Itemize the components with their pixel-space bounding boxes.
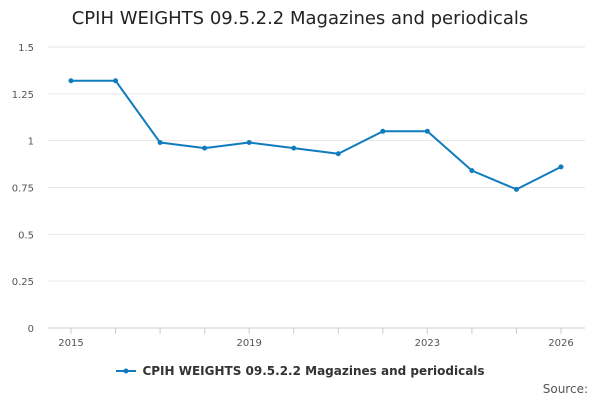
x-tick-label: 2023 — [415, 338, 440, 349]
data-point — [157, 140, 163, 146]
data-point — [469, 168, 475, 174]
y-tick-label: 0.25 — [12, 277, 34, 288]
y-tick-label: 0 — [28, 324, 34, 335]
series-line — [71, 79, 562, 191]
y-tick-label: 1.25 — [12, 90, 34, 101]
gridlines — [48, 46, 585, 282]
y-tick-label: 1.5 — [18, 43, 34, 54]
data-point — [558, 164, 564, 170]
series-layer — [68, 78, 564, 192]
data-point — [513, 186, 519, 192]
source-label: Source: — [542, 382, 588, 396]
data-point — [246, 140, 252, 146]
y-tick-label: 0.5 — [18, 230, 34, 241]
data-point — [380, 128, 386, 134]
x-tick-label: 2019 — [236, 338, 261, 349]
x-axis: 2015 2019 2023 2026 — [48, 327, 585, 349]
data-point — [202, 145, 208, 151]
data-point — [113, 78, 119, 84]
data-point — [424, 128, 430, 134]
x-tick-label: 2026 — [548, 338, 573, 349]
data-point — [335, 151, 341, 157]
legend-swatch — [116, 368, 137, 374]
x-tick-label: 2015 — [58, 338, 83, 349]
legend-label: CPIH WEIGHTS 09.5.2.2 Magazines and peri… — [142, 364, 485, 378]
y-tick-label: 0.75 — [12, 184, 34, 195]
y-tick-label: 1 — [28, 137, 34, 148]
data-point — [291, 145, 297, 151]
y-axis-ticks: 0 0.25 0.5 0.75 1 1.25 1.5 — [12, 43, 34, 335]
legend[interactable]: CPIH WEIGHTS 09.5.2.2 Magazines and peri… — [0, 364, 600, 378]
data-point — [68, 78, 74, 84]
chart-title: CPIH WEIGHTS 09.5.2.2 Magazines and peri… — [71, 8, 529, 29]
